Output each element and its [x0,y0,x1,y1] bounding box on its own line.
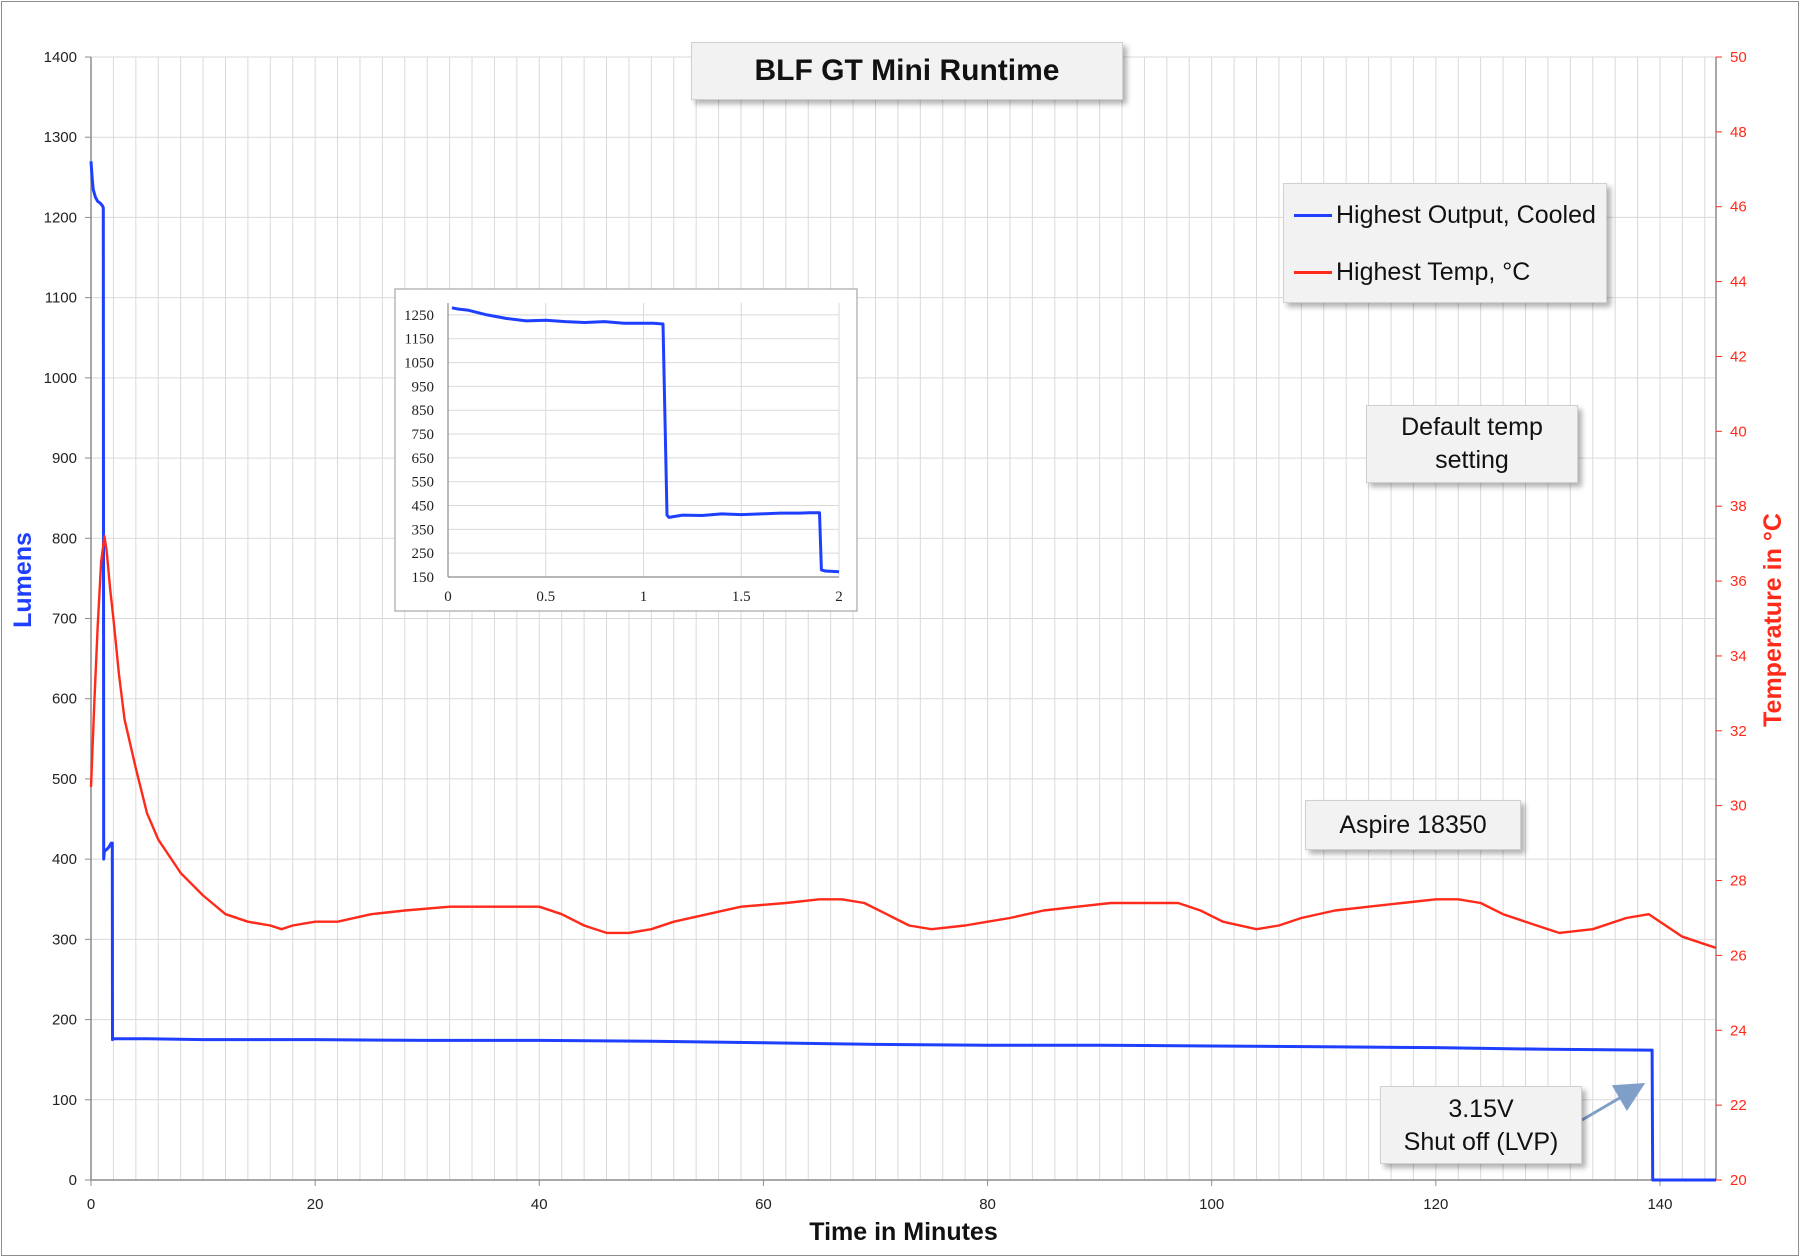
legend-swatch-temp [1294,270,1332,274]
y2-axis-title: Temperature in °C [1759,513,1787,727]
inset-x-tick-label: 1.5 [732,589,751,605]
chart-title: BLF GT Mini Runtime [691,42,1123,100]
x-tick-label: 120 [1423,1196,1448,1213]
y-tick-label: 500 [52,771,77,788]
y2-tick-label: 42 [1730,348,1747,365]
y-tick-label: 600 [52,691,77,708]
legend-swatch-lumens [1294,213,1332,217]
inset-y-tick-label: 450 [412,499,435,515]
inset-y-tick-label: 850 [412,403,435,419]
note-default-line1: Default temp [1401,413,1543,441]
y2-tick-label: 38 [1730,498,1747,515]
x-tick-label: 140 [1647,1196,1672,1213]
inset-y-tick-label: 1250 [404,308,434,324]
inset-series-line [451,306,840,574]
inset-y-tick-label: 1150 [405,332,434,348]
inset-y-tick-label: 950 [412,379,435,395]
legend-label-temp: Highest Temp, °C [1336,257,1531,286]
legend: Highest Output, Cooled Highest Temp, °C [1283,183,1607,303]
y2-tick-label: 30 [1730,798,1747,815]
y-axis-title: Lumens [9,532,37,628]
y-tick-label: 900 [52,450,77,467]
main-series [89,161,1717,1182]
y2-tick-label: 20 [1730,1172,1747,1189]
lvp-arrow-line [1581,1082,1646,1122]
y2-tick-label: 32 [1730,723,1747,740]
y-tick-label: 1200 [44,209,77,226]
series-line-lumens [89,161,1716,1182]
x-tick-label: 0 [87,1196,95,1213]
y2-tick-label: 26 [1730,947,1747,964]
note-default-line2: setting [1435,446,1509,474]
inset-y-tick-label: 350 [412,522,435,538]
legend-item-temp: Highest Temp, °C [1294,257,1530,287]
y2-tick-label: 28 [1730,873,1747,890]
x-tick-label: 80 [979,1196,996,1213]
inset-y-tick-label: 750 [412,427,435,443]
y2-tick-label: 46 [1730,199,1747,216]
inset-background [394,288,858,612]
y-tick-label: 300 [52,931,77,948]
inset-y-tick-label: 1050 [404,356,434,372]
y-tick-label: 100 [52,1092,77,1109]
y2-tick-label: 50 [1730,49,1747,66]
y2-tick-label: 48 [1730,124,1747,141]
note-default-temp: Default temp setting [1366,405,1578,483]
y2-tick-label: 44 [1730,274,1747,291]
y-tick-label: 1000 [44,370,77,387]
inset-y-tick-label: 650 [412,451,435,467]
y-tick-label: 0 [69,1172,77,1189]
note-lvp: 3.15V Shut off (LVP) [1380,1086,1582,1164]
y-tick-label: 800 [52,530,77,547]
y-tick-label: 1400 [44,49,77,66]
y-tick-label: 700 [52,611,77,628]
x-tick-label: 20 [307,1196,324,1213]
x-tick-label: 40 [531,1196,548,1213]
y2-tick-label: 22 [1730,1097,1747,1114]
y2-tick-label: 40 [1730,423,1747,440]
inset-x-tick-label: 2 [835,589,843,605]
x-tick-label: 100 [1199,1196,1224,1213]
inset-y-tick-label: 250 [412,546,435,562]
inset-x-tick-label: 1 [640,589,648,605]
y2-tick-label: 34 [1730,648,1747,665]
y-tick-label: 400 [52,851,77,868]
note-lvp-line2: Shut off (LVP) [1403,1128,1559,1156]
legend-label-lumens: Highest Output, Cooled [1336,200,1596,229]
main-axes: 0100200300400500600700800900100011001200… [9,49,1787,1246]
y-tick-label: 200 [52,1012,77,1029]
inset-y-tick-label: 550 [412,475,435,491]
y2-tick-label: 36 [1730,573,1747,590]
y2-tick-label: 24 [1730,1022,1747,1039]
lvp-arrow [1581,1082,1646,1122]
note-cell: Aspire 18350 [1305,800,1521,850]
series-line-temp [89,534,1717,950]
x-tick-label: 60 [755,1196,772,1213]
note-lvp-line1: 3.15V [1448,1095,1514,1123]
inset-y-tick-label: 150 [412,570,435,586]
main-grid [91,56,1716,1181]
y-tick-label: 1100 [45,290,77,307]
inset-chart: 150 250 350 450 550 650 750 850 950 1050 1150 1250 0… [394,288,858,612]
inset-x-tick-label: 0.5 [536,589,555,605]
legend-item-lumens: Highest Output, Cooled [1294,200,1596,230]
y-tick-label: 1300 [44,129,77,146]
inset-x-tick-label: 0 [444,589,452,605]
x-axis-title: Time in Minutes [809,1218,997,1246]
